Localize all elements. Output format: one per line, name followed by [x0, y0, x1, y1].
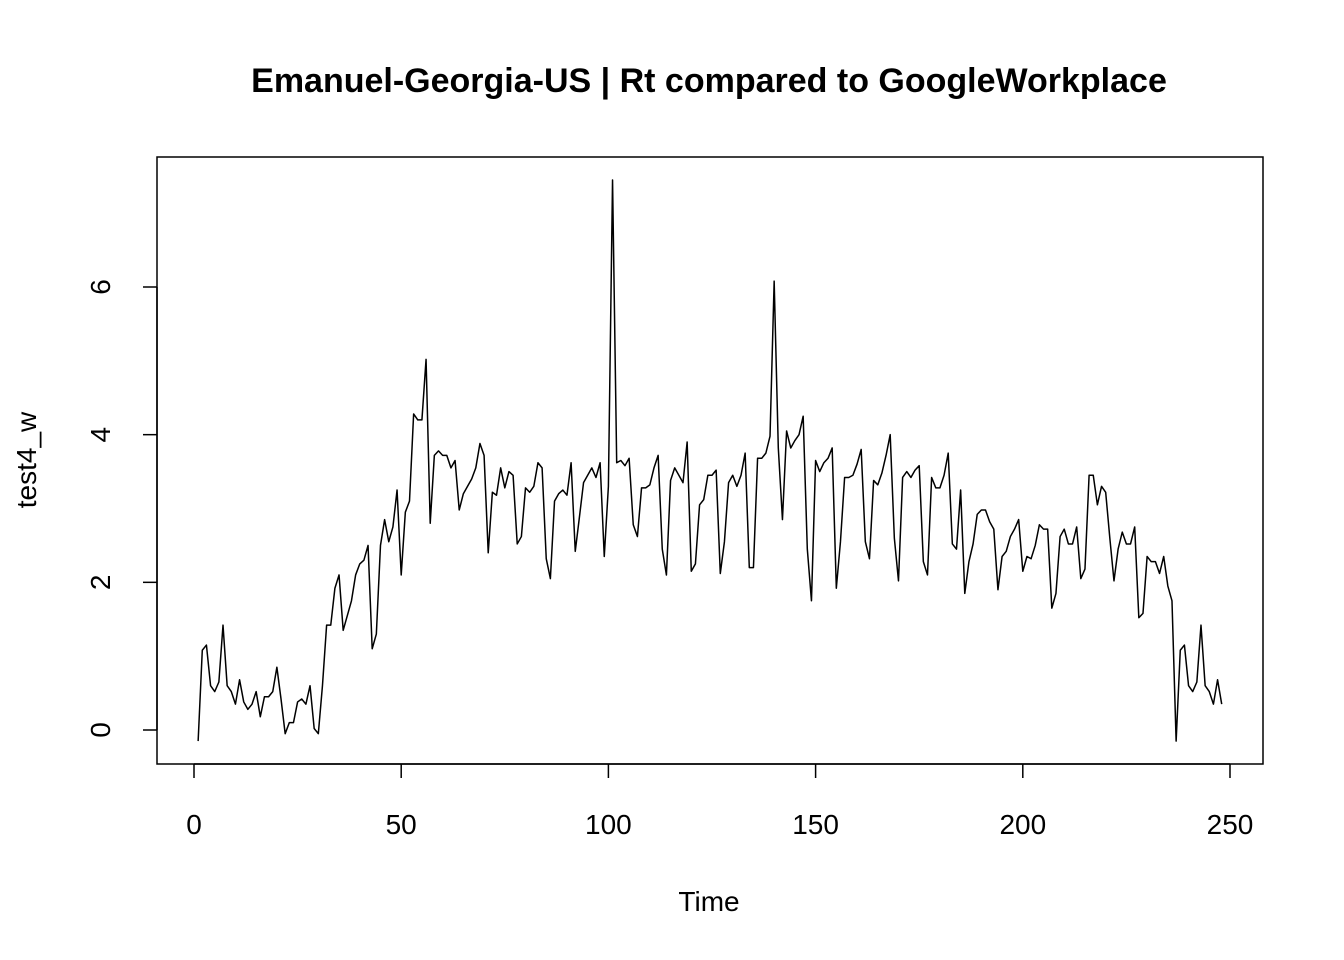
chart-title: Emanuel-Georgia-US | Rt compared to Goog…	[251, 62, 1167, 100]
y-tick-label: 6	[85, 279, 116, 295]
y-tick-label: 4	[85, 427, 116, 443]
y-tick-label: 0	[85, 722, 116, 738]
x-tick-label: 150	[792, 809, 839, 840]
plot-area	[197, 179, 1223, 742]
x-tick-label: 250	[1207, 809, 1254, 840]
series-line-1	[197, 179, 1223, 742]
x-tick-label: 50	[386, 809, 417, 840]
x-tick-label: 100	[585, 809, 632, 840]
y-tick-label: 2	[85, 575, 116, 591]
y-axis-label: test4_w	[11, 411, 42, 508]
x-tick-label: 0	[186, 809, 202, 840]
x-tick-label: 200	[999, 809, 1046, 840]
y-axis: 0 2 4 6	[85, 279, 158, 738]
x-axis: 0 50 100 150 200 250	[186, 763, 1254, 840]
x-axis-label: Time	[678, 886, 739, 917]
